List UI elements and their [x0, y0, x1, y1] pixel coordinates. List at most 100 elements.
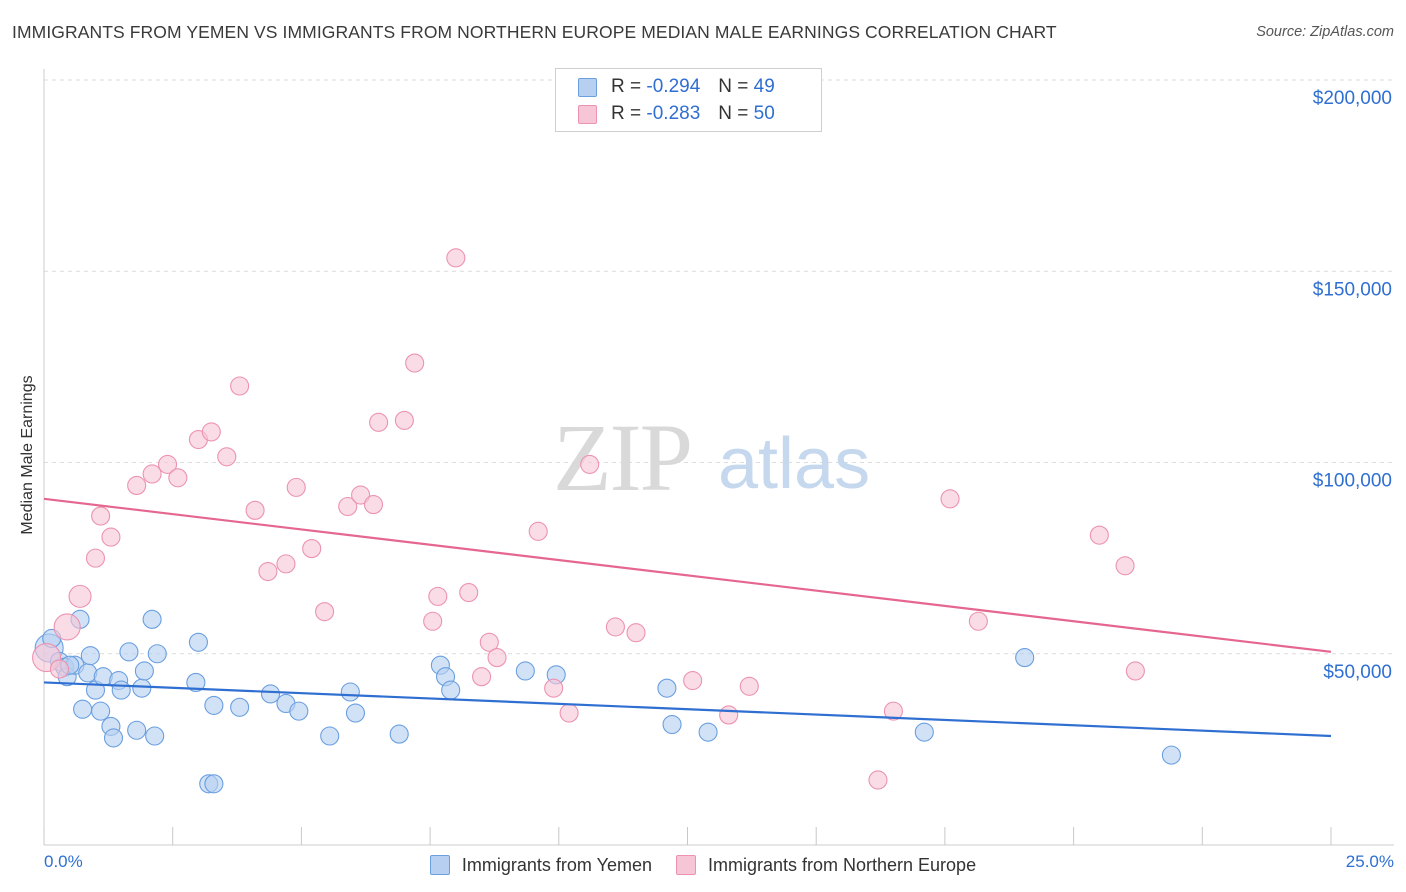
yemen-point [147, 644, 167, 664]
yemen-point [441, 680, 461, 700]
yemen-point [662, 714, 682, 735]
northern-europe-point [49, 659, 69, 679]
northern-europe-point [719, 705, 739, 725]
northern-europe-point [369, 412, 389, 432]
yemen-point [73, 699, 93, 719]
northern-europe-point [217, 447, 237, 467]
northern-europe-point [968, 611, 988, 631]
yemen-point [103, 728, 124, 748]
yemen-point [345, 703, 366, 723]
legend-n-label: N = [718, 76, 749, 97]
yemen-point [188, 632, 208, 652]
y-tick-label: $100,000 [1313, 471, 1392, 492]
northern-europe-point [868, 770, 888, 790]
northern-europe-point [315, 602, 335, 622]
northern-europe-point [158, 454, 178, 474]
northern-europe-point [394, 410, 414, 430]
legend-r-label: R = [611, 76, 642, 97]
watermark: ZIP atlas [553, 404, 870, 511]
northern-europe-point [479, 632, 499, 652]
yemen-point [698, 722, 718, 742]
series-label-northern-europe: Immigrants from Northern Europe [707, 854, 977, 875]
northern-europe-point [626, 623, 646, 643]
watermark-atlas: atlas [718, 424, 870, 504]
series-points-0 [34, 609, 1181, 794]
series-label-yemen: Immigrants from Yemen [461, 854, 652, 875]
northern-europe-point [528, 521, 548, 541]
northern-europe-point [302, 539, 322, 559]
yemen-point [260, 684, 281, 704]
legend-swatch-yemen [578, 77, 597, 97]
northern-europe-point [1089, 525, 1109, 545]
northern-europe-point [487, 648, 507, 668]
watermark-zip: ZIP [553, 404, 691, 511]
northern-europe-point [423, 611, 443, 631]
series-swatch-yemen [429, 855, 450, 875]
trend-lines [43, 497, 1332, 738]
yemen-point [1161, 745, 1181, 765]
series-legend: Immigrants from Yemen Immigrants from No… [0, 852, 1406, 878]
y-tick-label: $150,000 [1313, 279, 1392, 300]
data-points [32, 248, 1181, 794]
series-legend-northern-europe[interactable]: Immigrants from Northern Europe [675, 854, 977, 876]
northern-europe-point [276, 554, 296, 574]
y-tick-labels: $50,000 $100,000 $150,000 $200,000 [1313, 88, 1392, 683]
yemen-point [142, 609, 162, 629]
trend-line-yemen [43, 681, 1332, 738]
series-legend-yemen[interactable]: Immigrants from Yemen [429, 854, 652, 876]
yemen-point [80, 646, 100, 666]
northern-europe-point [127, 475, 147, 496]
legend-n-label: N = [718, 103, 749, 124]
yemen-point [204, 774, 224, 794]
yemen-point [127, 720, 147, 740]
yemen-point [91, 701, 111, 721]
x-tick-max: 25.0% [1345, 852, 1394, 871]
northern-europe-point [245, 500, 265, 520]
yemen-point [204, 695, 224, 715]
northern-europe-point [230, 376, 250, 396]
x-tick-min: 0.0% [44, 852, 83, 871]
chart-title: IMMIGRANTS FROM YEMEN VS IMMIGRANTS FROM… [12, 22, 1057, 42]
northern-europe-point [428, 586, 448, 606]
yemen-point [340, 682, 360, 702]
legend-row-northern-europe: R = -0.283 N = 50 [578, 102, 775, 126]
northern-europe-point [168, 468, 188, 488]
legend-r-value-yemen: -0.294 [646, 76, 701, 97]
trend-line-northern-europe [43, 497, 1332, 653]
yemen-point [134, 661, 154, 681]
northern-europe-point [286, 477, 306, 497]
yemen-point [389, 724, 409, 744]
northern-europe-point [101, 527, 121, 547]
series-points-1 [32, 248, 1145, 790]
legend-r-value-northern-europe: -0.283 [646, 103, 701, 124]
yemen-point [657, 678, 677, 698]
axes [43, 69, 1394, 846]
northern-europe-point [1125, 661, 1145, 681]
legend-row-yemen: R = -0.294 N = 49 [578, 75, 775, 99]
gridlines [44, 79, 1394, 655]
northern-europe-point [68, 584, 92, 608]
northern-europe-point [1115, 556, 1135, 576]
northern-europe-point [446, 248, 466, 268]
yemen-point [111, 680, 131, 700]
yemen-point [230, 697, 250, 717]
legend-n-value-northern-europe: 50 [753, 103, 775, 124]
northern-europe-point [258, 561, 278, 582]
northern-europe-point [201, 422, 221, 442]
yemen-point [132, 678, 152, 698]
source-label: Source: ZipAtlas.com [1256, 24, 1394, 40]
legend-r-label: R = [611, 103, 642, 124]
northern-europe-point [605, 617, 625, 637]
yemen-point [914, 722, 934, 742]
northern-europe-point [142, 464, 162, 484]
legend-swatch-northern-europe [578, 104, 597, 124]
northern-europe-point [883, 701, 903, 721]
yemen-point [515, 661, 535, 681]
northern-europe-point [405, 353, 425, 373]
yemen-point [186, 672, 206, 692]
northern-europe-point [580, 454, 600, 474]
northern-europe-point [85, 548, 106, 568]
northern-europe-point [351, 485, 371, 505]
northern-europe-point [544, 678, 564, 698]
y-tick-label: $200,000 [1313, 88, 1392, 109]
